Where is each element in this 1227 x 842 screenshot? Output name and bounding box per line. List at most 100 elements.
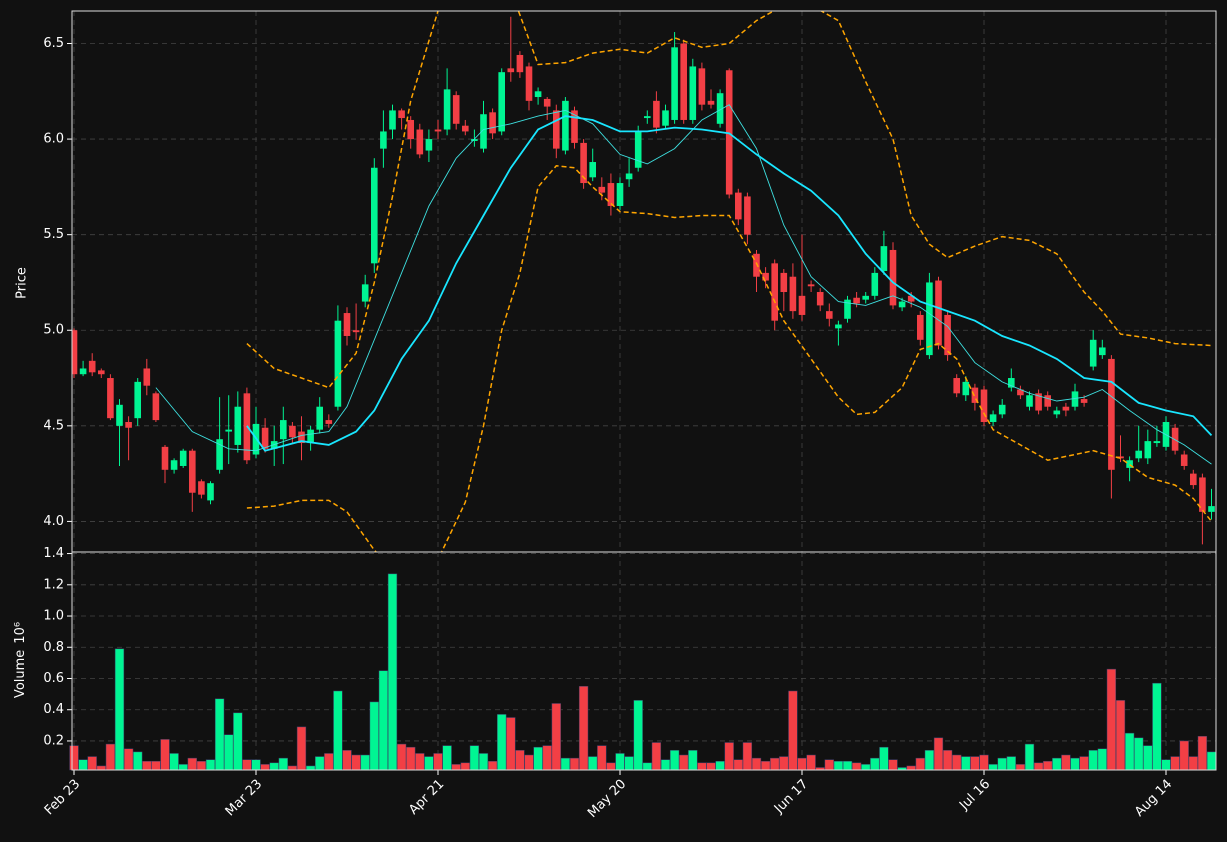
candle-body [1108, 358, 1115, 470]
volume-bar [606, 762, 616, 771]
volume-bar [942, 750, 953, 771]
volume-bar [1088, 750, 1098, 771]
volume-bar [1206, 751, 1217, 771]
candle-body [680, 43, 687, 120]
candle-body [434, 129, 442, 132]
candle-body [917, 314, 924, 340]
volume-bar [952, 754, 962, 771]
candle-body [234, 406, 242, 445]
candle-body [1135, 450, 1142, 459]
volume-bar [1152, 682, 1162, 771]
volume-bar [451, 764, 461, 771]
candle-body [371, 167, 378, 264]
volume-bar [305, 765, 316, 771]
volume-bar [861, 764, 871, 771]
candle-body [880, 246, 888, 271]
candle-body [862, 295, 869, 300]
volume-bar [615, 753, 625, 771]
volume-bar [242, 759, 252, 771]
volume-bar [415, 753, 425, 771]
volume-bar [669, 750, 680, 771]
candle-body [1208, 506, 1215, 512]
candle-body [1017, 389, 1024, 396]
candle-body [689, 66, 697, 120]
candle-body [289, 425, 296, 438]
volume-bar [315, 756, 325, 771]
candle-body [107, 378, 114, 419]
candle-body [1062, 406, 1070, 411]
y-tick-label: 1.0 [43, 609, 64, 624]
candle-body [753, 253, 760, 277]
candle-body [644, 116, 651, 119]
volume-bar [660, 759, 671, 771]
volume-bar [433, 753, 443, 771]
volume-bar [988, 764, 998, 771]
volume-bar [733, 759, 743, 771]
candle-body [534, 91, 542, 98]
candle-body [662, 110, 669, 126]
candle-body [580, 142, 587, 184]
volume-bar [78, 759, 88, 771]
volume-bar [260, 764, 270, 771]
volume-bar [1052, 757, 1062, 771]
volume-bar [205, 759, 216, 771]
candle-body [152, 393, 160, 421]
volume-bar [469, 745, 480, 771]
candle-body [598, 186, 606, 193]
volume-bar [196, 761, 207, 771]
y-tick-label: 5.0 [43, 323, 64, 338]
candle-body [1053, 410, 1061, 415]
price-axis-label: Price [15, 267, 30, 299]
candle-body [307, 429, 314, 444]
volume-bar [269, 762, 279, 771]
candle-body [671, 47, 678, 120]
candle-body [816, 292, 824, 306]
candle-body [1199, 477, 1206, 512]
volume-bar [879, 746, 889, 771]
candle-body [1117, 456, 1124, 459]
candle-body [980, 389, 988, 423]
candle-body [1144, 441, 1152, 459]
volume-bar [324, 753, 334, 771]
volume-bar [114, 648, 125, 771]
volume-bar [69, 745, 79, 771]
candle-body [416, 129, 424, 155]
candle-body [261, 427, 269, 449]
volume-bar [715, 761, 725, 771]
volume-bar [915, 757, 925, 771]
volume-bar [906, 765, 916, 771]
volume-bar [351, 754, 361, 771]
volume-axis-label: Volume 10⁶ [13, 622, 28, 698]
volume-bar [378, 670, 389, 771]
volume-bar [105, 743, 116, 771]
candles [72, 16, 1215, 545]
volume-bar [169, 753, 179, 771]
volume-bar [688, 750, 698, 771]
volume-bar [224, 734, 234, 771]
volume-bar [142, 761, 152, 771]
candle-body [170, 460, 178, 470]
volume-bar [624, 756, 634, 771]
volume-bar [742, 742, 753, 771]
volume-bar [233, 712, 243, 771]
candle-body [935, 280, 942, 346]
volume-bar [178, 764, 188, 771]
candle-body [489, 112, 496, 134]
candle-body [1089, 339, 1097, 367]
volume-bar [842, 761, 853, 771]
overlay-line [246, 165, 1213, 552]
candle-body [361, 284, 369, 302]
volume-bar [524, 754, 534, 771]
volume-bar [1006, 756, 1016, 771]
volume-bar [387, 573, 398, 771]
candle-body [352, 330, 360, 333]
candle-body [780, 272, 788, 293]
candle-body [998, 404, 1006, 415]
volume-bar [1024, 743, 1035, 771]
volume-bar [96, 765, 106, 771]
volume-bar [406, 746, 416, 771]
volume-bar [560, 757, 571, 771]
volume-bar [706, 762, 716, 771]
candle-body [88, 360, 96, 373]
